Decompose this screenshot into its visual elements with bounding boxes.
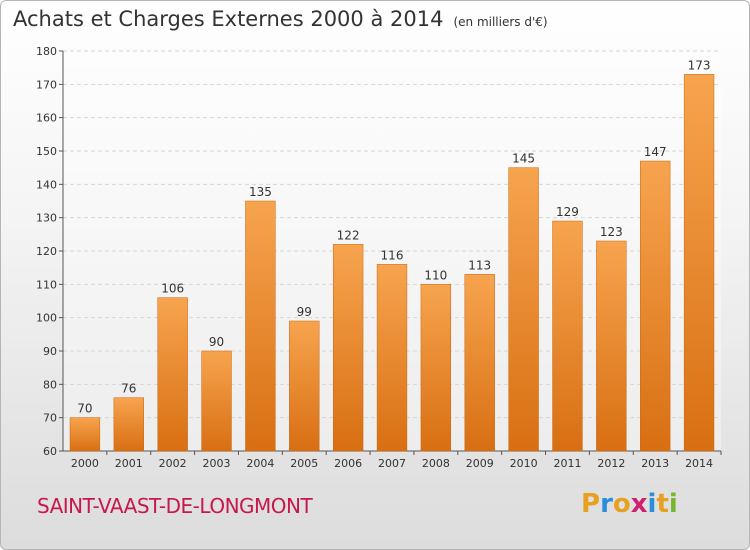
bar	[201, 350, 232, 452]
y-tick-label: 70	[43, 412, 57, 425]
x-tick-label: 2005	[290, 457, 318, 470]
proxiti-logo: Proxiti	[581, 489, 678, 519]
y-tick-label: 60	[43, 445, 57, 458]
data-label: 122	[337, 228, 360, 242]
y-tick-label: 90	[43, 345, 57, 358]
y-tick-label: 130	[36, 212, 57, 225]
data-label: 113	[468, 258, 491, 272]
x-tick-label: 2001	[115, 457, 143, 470]
y-tick-label: 180	[36, 45, 57, 58]
data-label: 123	[600, 225, 623, 239]
x-tick-label: 2014	[685, 457, 713, 470]
x-tick-label: 2009	[466, 457, 494, 470]
logo-letter: i	[668, 489, 678, 519]
logo-letter: i	[647, 489, 657, 519]
x-tick-label: 2011	[553, 457, 581, 470]
logo-letter: t	[656, 489, 669, 519]
logo-letter: x	[630, 489, 648, 519]
commune-name: SAINT-VAAST-DE-LONGMONT	[37, 494, 313, 518]
logo-letter: P	[581, 489, 601, 519]
bar	[640, 160, 671, 452]
y-tick-label: 140	[36, 178, 57, 191]
data-label: 76	[121, 382, 136, 396]
x-tick-label: 2002	[159, 457, 187, 470]
y-tick-label: 100	[36, 312, 57, 325]
data-label: 135	[249, 185, 272, 199]
data-label: 173	[688, 58, 711, 72]
data-label: 99	[297, 305, 312, 319]
bar	[420, 284, 452, 452]
x-tick-label: 2000	[71, 457, 99, 470]
data-label: 110	[424, 268, 447, 282]
x-tick-label: 2010	[510, 457, 538, 470]
bar	[289, 320, 320, 452]
x-tick-label: 2007	[378, 457, 406, 470]
data-label: 70	[77, 402, 92, 416]
x-tick-label: 2008	[422, 457, 450, 470]
x-tick-label: 2003	[203, 457, 231, 470]
bar	[157, 297, 188, 452]
bar	[245, 200, 276, 452]
bar	[508, 167, 539, 452]
data-label: 147	[644, 145, 667, 159]
data-label: 129	[556, 205, 579, 219]
bar	[332, 244, 364, 452]
bar	[596, 240, 627, 452]
bar	[683, 74, 715, 452]
chart-title: Achats et Charges Externes 2000 à 2014 (e…	[13, 7, 548, 31]
data-label: 145	[512, 152, 535, 166]
data-label: 90	[209, 335, 224, 349]
y-tick-label: 120	[36, 245, 57, 258]
y-tick-label: 150	[36, 145, 57, 158]
y-tick-label: 110	[36, 278, 57, 291]
x-tick-label: 2012	[597, 457, 625, 470]
unit-note: (en milliers d'€)	[453, 15, 548, 29]
y-tick-label: 170	[36, 78, 57, 91]
bar	[552, 220, 583, 452]
x-tick-label: 2004	[246, 457, 274, 470]
chart-title-text: Achats et Charges Externes 2000 à 2014	[13, 7, 444, 31]
x-tick-label: 2013	[641, 457, 669, 470]
bar	[69, 417, 101, 452]
y-tick-label: 80	[43, 378, 57, 391]
logo-letter: o	[612, 489, 631, 519]
bar	[376, 264, 408, 452]
bar	[464, 274, 495, 452]
bar	[113, 397, 144, 452]
y-tick-label: 160	[36, 112, 57, 125]
data-label: 106	[161, 282, 184, 296]
x-tick-label: 2006	[334, 457, 362, 470]
logo-letter: r	[600, 489, 613, 519]
data-label: 116	[381, 248, 404, 262]
